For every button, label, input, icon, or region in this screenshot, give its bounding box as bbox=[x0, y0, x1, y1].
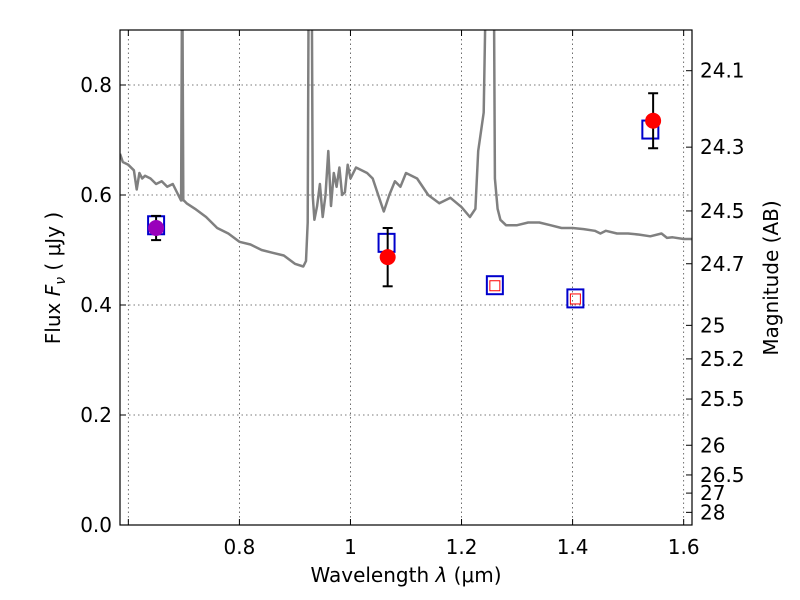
y2-tick-label: 24.5 bbox=[700, 199, 745, 223]
small-red-point bbox=[569, 293, 581, 305]
model-spectrum-line bbox=[120, 30, 692, 268]
small-red-point bbox=[489, 280, 501, 292]
y2-tick-label: 25 bbox=[700, 313, 725, 337]
model-band-point bbox=[485, 275, 504, 296]
x-axis-label: Wavelength λ (μm) bbox=[310, 563, 501, 587]
x-tick-label: 1.2 bbox=[446, 535, 478, 559]
y2-axis-label: Magnitude (AB) bbox=[759, 200, 783, 355]
y2-tick-label: 26 bbox=[700, 433, 725, 457]
y-tick-label: 0.8 bbox=[80, 73, 112, 97]
y-tick-label: 0.6 bbox=[80, 183, 112, 207]
x-tick-label: 0.8 bbox=[223, 535, 255, 559]
y-tick-label: 0.2 bbox=[80, 403, 112, 427]
y2-tick-label: 27 bbox=[700, 481, 725, 505]
y2-tick-label: 24.1 bbox=[700, 59, 745, 83]
y2-tick-label: 28 bbox=[700, 500, 725, 524]
y-tick-label: 0.4 bbox=[80, 293, 112, 317]
axis-ticks: 0.8 1 1.2 1.4 1.6 0.0 0.2 0.4 0.6 0.8 24.1 24.3 24.5… bbox=[80, 30, 745, 559]
y2-tick-label: 25.2 bbox=[700, 347, 745, 371]
y2-tick-label: 25.5 bbox=[700, 387, 745, 411]
measured-point bbox=[379, 249, 396, 266]
y2-tick-label: 26.5 bbox=[700, 463, 745, 487]
grid-lines bbox=[120, 30, 692, 526]
y-tick-label: 0.0 bbox=[80, 513, 112, 537]
x-tick-label: 1 bbox=[344, 535, 357, 559]
x-tick-label: 1.4 bbox=[557, 535, 589, 559]
y-axis-label: Flux Fν ( μJy ) bbox=[41, 212, 69, 344]
measured-point bbox=[645, 112, 662, 129]
model-band-point bbox=[566, 288, 585, 309]
x-tick-label: 1.6 bbox=[668, 535, 700, 559]
plot-series bbox=[120, 30, 692, 309]
measured-point bbox=[148, 220, 165, 236]
y2-tick-label: 24.3 bbox=[700, 135, 745, 159]
y2-tick-label: 24.7 bbox=[700, 252, 745, 276]
plot-frame bbox=[119, 29, 693, 526]
